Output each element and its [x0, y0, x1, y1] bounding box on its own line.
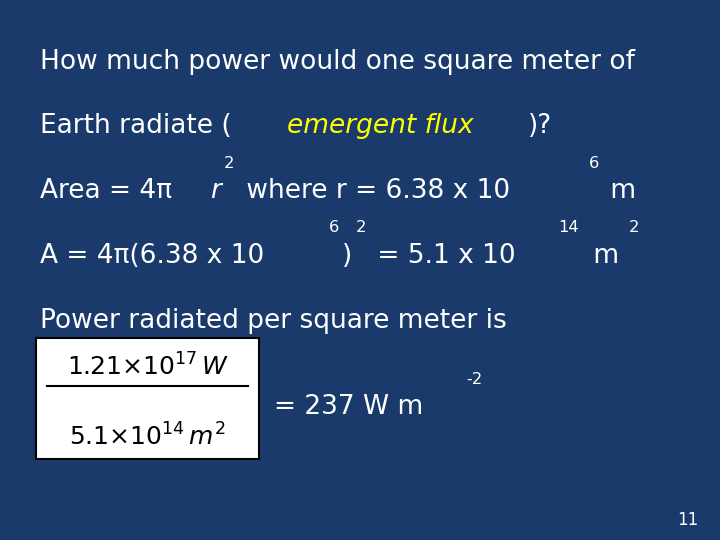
Text: ): ) [342, 243, 353, 269]
Text: 14: 14 [558, 220, 579, 235]
Text: emergent flux: emergent flux [287, 113, 474, 139]
Text: A = 4π(6.38 x 10: A = 4π(6.38 x 10 [40, 243, 264, 269]
Text: $5.1{\times}10^{14}\,m^{2}$: $5.1{\times}10^{14}\,m^{2}$ [69, 424, 226, 451]
Text: r: r [210, 178, 221, 204]
Text: $1.21{\times}10^{17}\,W$: $1.21{\times}10^{17}\,W$ [67, 354, 228, 381]
Text: 11: 11 [677, 511, 698, 529]
Text: How much power would one square meter of: How much power would one square meter of [40, 49, 634, 75]
Text: Area = 4π: Area = 4π [40, 178, 171, 204]
Text: )?: )? [528, 113, 552, 139]
Text: Earth radiate (: Earth radiate ( [40, 113, 231, 139]
Text: m: m [602, 178, 636, 204]
Text: Power radiated per square meter is: Power radiated per square meter is [40, 308, 506, 334]
FancyBboxPatch shape [36, 338, 259, 459]
Text: = 237 W m: = 237 W m [274, 394, 423, 420]
Text: 2: 2 [356, 220, 366, 235]
Text: 2: 2 [629, 220, 639, 235]
Text: 6: 6 [329, 220, 339, 235]
Text: m: m [585, 243, 619, 269]
Text: -2: -2 [466, 372, 482, 387]
Text: 2: 2 [224, 156, 235, 171]
Text: where r = 6.38 x 10: where r = 6.38 x 10 [238, 178, 510, 204]
Text: 6: 6 [589, 156, 599, 171]
Text: = 5.1 x 10: = 5.1 x 10 [369, 243, 516, 269]
